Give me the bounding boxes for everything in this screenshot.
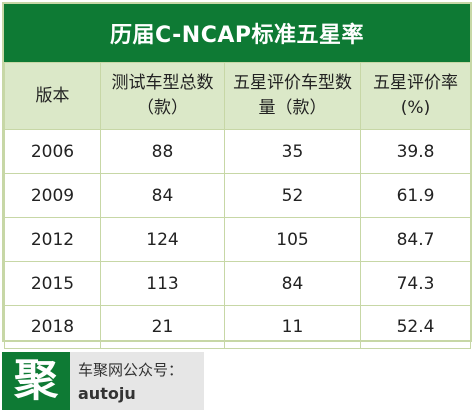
header-version: 版本 [4, 62, 101, 130]
wechat-id: autoju [78, 384, 136, 403]
cell-five-star-count: 52 [224, 173, 361, 218]
watermark-footer: 聚 车聚网公众号： autoju [2, 352, 204, 410]
cell-rate: 61.9 [360, 173, 471, 218]
table-title: 历届C-NCAP标准五星率 [4, 4, 470, 62]
table-row: 2012 124 105 84.7 [4, 217, 471, 262]
cell-version: 2012 [4, 217, 101, 262]
cell-version: 2015 [4, 261, 101, 306]
cell-rate: 84.7 [360, 217, 471, 262]
cell-five-star-count: 84 [224, 261, 361, 306]
header-row: 版本 测试车型总数（款） 五星评价车型数量（款） 五星评价率(%) [4, 62, 471, 130]
cell-rate: 39.8 [360, 129, 471, 174]
cell-total: 21 [100, 305, 225, 349]
wechat-account: 车聚网公众号： autoju [70, 352, 204, 410]
cell-total: 113 [100, 261, 225, 306]
table-row: 2018 21 11 52.4 [4, 305, 471, 349]
cell-rate: 52.4 [360, 305, 471, 349]
table-row: 2015 113 84 74.3 [4, 261, 471, 306]
brand-logo: 聚 [2, 352, 70, 410]
cell-five-star-count: 105 [224, 217, 361, 262]
data-table: 版本 测试车型总数（款） 五星评价车型数量（款） 五星评价率(%) 2006 8… [4, 62, 471, 349]
cell-total: 124 [100, 217, 225, 262]
header-five-star-rate: 五星评价率(%) [360, 62, 471, 130]
wechat-label: 车聚网公众号： [78, 361, 184, 379]
cell-five-star-count: 35 [224, 129, 361, 174]
cell-version: 2018 [4, 305, 101, 349]
header-five-star-count: 五星评价车型数量（款） [224, 62, 361, 130]
cell-five-star-count: 11 [224, 305, 361, 349]
cell-version: 2006 [4, 129, 101, 174]
table-row: 2009 84 52 61.9 [4, 173, 471, 218]
cell-rate: 74.3 [360, 261, 471, 306]
header-total-models: 测试车型总数（款） [100, 62, 225, 130]
five-star-rate-table: 历届C-NCAP标准五星率 版本 测试车型总数（款） 五星评价车型数量（款） 五… [2, 2, 472, 349]
cell-total: 84 [100, 173, 225, 218]
table-row: 2006 88 35 39.8 [4, 129, 471, 174]
cell-version: 2009 [4, 173, 101, 218]
cell-total: 88 [100, 129, 225, 174]
